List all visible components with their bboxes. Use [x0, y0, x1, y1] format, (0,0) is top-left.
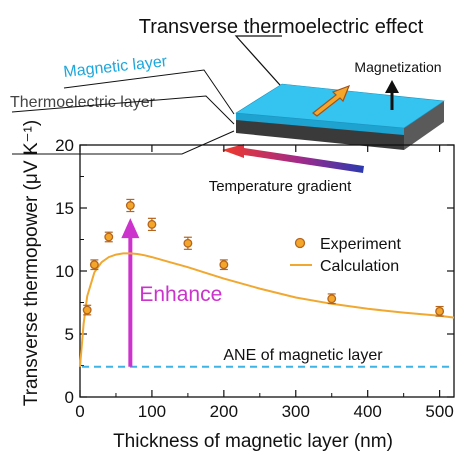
schematic-title: Transverse thermoelectric effect [139, 16, 424, 38]
magnetic-layer-top [235, 83, 445, 129]
axis-ticks: 0 100 200 300 400 500 0 5 10 15 20 [55, 136, 454, 421]
enhance-arrow-head [121, 218, 140, 239]
x-tick-label: 500 [425, 402, 453, 421]
thermoelectric-layer-edge [404, 101, 444, 150]
experiment-point [104, 232, 114, 242]
experiment-point [89, 260, 99, 270]
y-tick-label: 15 [55, 199, 74, 218]
enhance-annotation: Enhance [121, 218, 222, 367]
x-tick-label: 100 [138, 402, 166, 421]
y-tick-label: 0 [65, 388, 74, 407]
y-axis-label: Transverse thermopower (μV K⁻¹) [21, 120, 42, 406]
y-tick-label: 10 [55, 262, 74, 281]
enhance-label: Enhance [139, 283, 222, 306]
y-tick-label: 20 [55, 136, 74, 155]
experiment-point [219, 260, 229, 270]
magnetization-arrow-head [385, 80, 399, 93]
magnetic-layer-leader [63, 69, 235, 115]
ane-label: ANE of magnetic layer [223, 347, 383, 364]
x-tick-label: 300 [282, 402, 310, 421]
ane-reference: ANE of magnetic layer [82, 347, 452, 368]
magnetic-layer-side [236, 113, 404, 135]
thermoelectric-layer-label: Thermoelectric layer [10, 94, 156, 111]
calculation-series [79, 252, 455, 367]
temperature-gradient-label: Temperature gradient [209, 178, 352, 195]
legend: Experiment Calculation [290, 236, 401, 275]
legend-label-calculation: Calculation [320, 258, 399, 275]
legend-marker-experiment [294, 237, 306, 249]
experiment-point [147, 219, 157, 229]
schematic: Transverse thermoelectric effect Magneti… [10, 16, 445, 195]
temperature-gradient-arrow [222, 144, 364, 173]
calculation-line [79, 252, 455, 367]
x-tick-label: 200 [210, 402, 238, 421]
legend-label-experiment: Experiment [320, 236, 401, 253]
experiment-point [435, 306, 445, 316]
experiment-point [183, 238, 193, 248]
chart: 0 100 200 300 400 500 0 5 10 15 20 ANE of magnetic… [21, 120, 455, 452]
experiment-point [82, 305, 92, 315]
thermoelectric-layer-leader-bottom [12, 130, 235, 155]
magnetization-label: Magnetization [354, 59, 441, 75]
x-tick-label: 400 [354, 402, 382, 421]
x-tick-label: 0 [75, 402, 84, 421]
x-axis-label: Thickness of magnetic layer (nm) [113, 431, 393, 452]
transverse-current-arrow [312, 84, 351, 117]
y-tick-label: 5 [65, 325, 74, 344]
experiment-series [82, 198, 445, 317]
experiment-point [125, 201, 135, 210]
thermoelectric-layer-leader-top [11, 95, 235, 125]
experiment-point [327, 294, 337, 304]
